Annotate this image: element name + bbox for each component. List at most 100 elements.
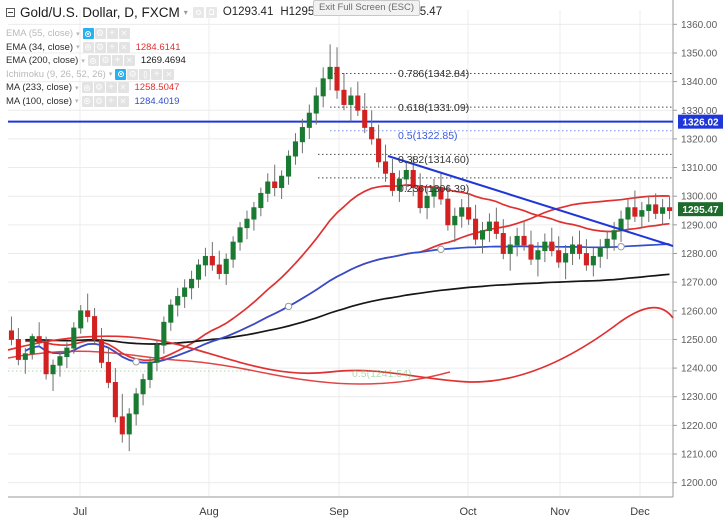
plus-icon[interactable] [106,41,118,53]
eye-icon[interactable] [81,82,93,94]
gear-icon[interactable] [127,68,139,80]
close-icon[interactable] [118,28,130,40]
gear-icon[interactable] [94,41,106,53]
symbol-title[interactable]: Gold/U.S. Dollar, D, FXCM [20,4,180,20]
indicator-name: MA (100, close) [6,95,72,107]
time-tick-label: Aug [199,506,219,518]
chevron-down-icon[interactable]: ▾ [108,71,113,79]
plus-icon[interactable] [105,82,117,94]
close-icon[interactable] [123,55,135,67]
price-tick-label: 1320.00 [681,134,718,145]
indicator-buttons [81,82,129,94]
ohlc-high-label: H [280,6,289,18]
price-tick-label: 1280.00 [681,249,718,260]
eye-icon[interactable] [82,28,94,40]
price-tick-label: 1200.00 [681,478,718,489]
eye-icon[interactable] [81,95,93,107]
time-tick-label: Sep [329,506,349,518]
time-tick-label: Dec [630,506,650,518]
indicator-name: Ichimoku (9, 26, 52, 26) [6,68,106,80]
price-tick-label: 1270.00 [681,278,718,289]
indicator-name: MA (233, close) [6,82,72,94]
plus-icon[interactable] [151,68,163,80]
plus-icon[interactable] [105,95,117,107]
price-tick-label: 1350.00 [681,48,718,59]
price-tick-label: 1210.00 [681,450,718,461]
svg-text:1295.47: 1295.47 [682,205,719,216]
exit-fullscreen-tooltip: Exit Full Screen (ESC) [313,0,421,16]
indicator-name: EMA (55, close) [6,28,74,40]
chevron-down-icon[interactable]: ▾ [81,57,85,65]
legend-row[interactable]: EMA (200, close)▾ 1269.4694 [6,54,186,68]
price-tick-label: 1330.00 [681,106,718,117]
fibonacci-lines [8,72,673,372]
indicator-buttons [82,41,130,53]
minus-box-icon[interactable] [6,7,15,17]
plus-icon[interactable] [111,55,123,67]
fibonacci-label: 0.786(1342.84) [398,68,469,80]
indicator-buttons [87,55,135,67]
legend-row[interactable]: MA (233, close)▾ 1258.5047 [6,81,186,95]
chevron-down-icon[interactable]: ▾ [76,30,80,38]
price-tick-label: 1290.00 [681,220,718,231]
indicator-buttons [82,28,130,40]
moving-average-lines [7,184,674,385]
price-tick-label: 1220.00 [681,421,718,432]
fibonacci-label: 0.5(1322.85) [398,130,458,142]
indicator-value: 1258.5047 [134,82,180,94]
legend-row[interactable]: Ichimoku (9, 26, 52, 26) ▾ [6,68,186,82]
fibonacci-label-faded: 0.5(1241.54) [352,368,412,380]
chevron-down-icon[interactable]: ▾ [76,44,80,52]
time-tick-label: Oct [459,506,476,518]
ohlc-open-value: 1293.41 [231,6,274,18]
eye-icon[interactable] [82,41,94,53]
gear-icon[interactable] [99,55,111,67]
close-icon[interactable] [117,95,129,107]
gear-icon[interactable] [93,82,105,94]
legend-row[interactable]: EMA (55, close) ▾ [6,27,186,41]
price-tick-label: 1230.00 [681,392,718,403]
axis-labels: 1200.00 1210.00 1220.00 1230.00 1240.00 1250.… [73,20,723,518]
price-tick-label: 1360.00 [681,20,718,31]
ohlc-open-label: O [222,6,232,18]
indicator-name: EMA (200, close) [6,55,79,67]
chevron-down-icon[interactable]: ▾ [75,84,79,92]
legend-row[interactable]: MA (100, close)▾ 1284.4019 [6,95,186,109]
indicator-legend: EMA (55, close)▾EMA (34, close)▾1284.614… [6,27,186,108]
close-icon[interactable] [118,41,130,53]
camera-icon[interactable] [192,6,204,18]
indicator-value: 1284.4019 [134,95,180,107]
price-tick-label: 1250.00 [681,335,718,346]
chevron-down-icon[interactable]: ▾ [183,7,188,17]
indicator-value: 1269.4694 [140,55,186,67]
price-tick-label: 1260.00 [681,306,718,317]
price-tick-label: 1240.00 [681,364,718,375]
indicator-buttons [115,68,175,80]
legend-row[interactable]: EMA (34, close)▾ 1284.6141 [6,41,186,55]
braces-icon[interactable] [139,68,151,80]
fibonacci-label: 0.236(1306.39) [398,183,469,195]
svg-text:1326.02: 1326.02 [682,117,719,128]
resistance-price-badge: 1326.02 [678,114,723,129]
indicator-name: EMA (34, close) [6,41,74,53]
fibonacci-label: 0.382(1314.60) [398,154,469,166]
plus-icon[interactable] [106,28,118,40]
close-icon[interactable] [163,68,175,80]
gear-icon[interactable] [93,95,105,107]
eye-icon[interactable] [87,55,99,67]
eye-icon[interactable] [115,68,127,80]
indicator-buttons [81,95,129,107]
time-tick-label: Nov [550,506,570,518]
drawing-overlays[interactable] [387,155,674,247]
candlestick-series [8,44,673,452]
close-icon[interactable] [117,82,129,94]
time-tick-label: Jul [73,506,87,518]
price-tick-label: 1310.00 [681,163,718,174]
price-tick-label: 1300.00 [681,192,718,203]
chevron-down-icon[interactable]: ▾ [75,98,79,106]
indicator-value: 1284.6141 [135,41,181,53]
gear-icon[interactable] [94,28,106,40]
last-price-badge: 1295.47 [678,202,723,217]
